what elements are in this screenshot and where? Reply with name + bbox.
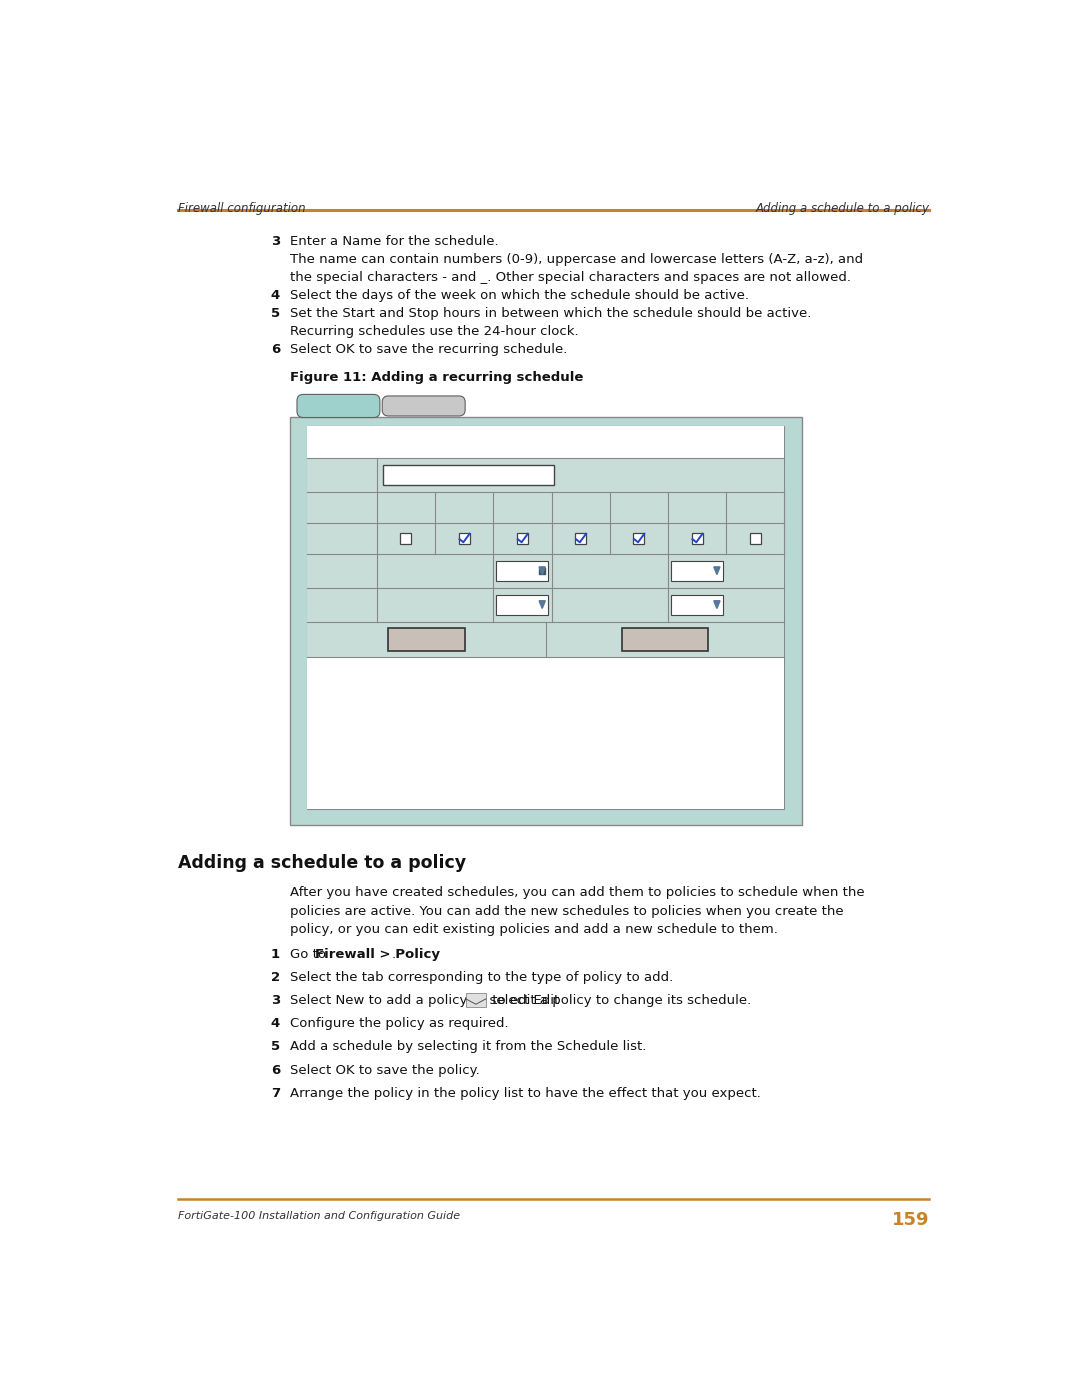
Text: Sat: Sat	[745, 502, 766, 514]
Bar	[622, 627, 707, 651]
Bar	[383, 465, 554, 485]
Text: Mon: Mon	[451, 502, 477, 514]
Text: policies are active. You can add the new schedules to policies when you create t: policies are active. You can add the new…	[291, 904, 843, 918]
Text: 3: 3	[271, 235, 280, 247]
Text: 6: 6	[271, 1063, 280, 1077]
Text: Firewall > Policy: Firewall > Policy	[315, 949, 441, 961]
Text: Figure 11: Adding a recurring schedule: Figure 11: Adding a recurring schedule	[291, 370, 583, 384]
Bar	[388, 627, 465, 651]
Text: 5: 5	[271, 307, 280, 320]
Bar	[401, 534, 411, 543]
Polygon shape	[714, 601, 720, 609]
Text: Select OK to save the recurring schedule.: Select OK to save the recurring schedule…	[291, 344, 567, 356]
Text: 6: 6	[271, 344, 280, 356]
Text: Arrange the policy in the policy list to have the effect that you expect.: Arrange the policy in the policy list to…	[291, 1087, 761, 1099]
Text: Working_Week: Working_Week	[389, 469, 480, 482]
Bar	[291, 416, 801, 824]
FancyBboxPatch shape	[297, 394, 380, 418]
Text: 08: 08	[501, 564, 517, 577]
Text: Select: Select	[319, 532, 365, 545]
Text: Enter a Name for the schedule.: Enter a Name for the schedule.	[291, 235, 499, 247]
Text: Go to: Go to	[291, 949, 330, 961]
Text: 1: 1	[271, 949, 280, 961]
Bar	[634, 534, 645, 543]
Bar	[307, 588, 784, 622]
Bar	[517, 534, 528, 543]
Bar	[465, 993, 486, 1007]
Text: Start: Start	[323, 564, 361, 577]
Text: 17: 17	[501, 598, 517, 610]
Text: 5: 5	[271, 1041, 280, 1053]
Text: Hour: Hour	[449, 564, 480, 577]
Bar	[307, 426, 784, 458]
Text: 4: 4	[271, 289, 280, 302]
Bar	[307, 622, 784, 657]
Text: FortiGate-100 Installation and Configuration Guide: FortiGate-100 Installation and Configura…	[177, 1211, 460, 1221]
Text: Name: Name	[321, 469, 363, 482]
Text: Set the Start and Stop hours in between which the schedule should be active.: Set the Start and Stop hours in between …	[291, 307, 811, 320]
Bar	[459, 534, 470, 543]
Text: Wed: Wed	[567, 502, 594, 514]
Text: Thu: Thu	[627, 502, 650, 514]
Text: The name can contain numbers (0-9), uppercase and lowercase letters (A-Z, a-z), : The name can contain numbers (0-9), uppe…	[291, 253, 863, 265]
Text: Select OK to save the policy.: Select OK to save the policy.	[291, 1063, 480, 1077]
Text: the special characters - and _. Other special characters and spaces are not allo: the special characters - and _. Other sp…	[291, 271, 851, 284]
Bar	[497, 595, 549, 615]
Text: OK: OK	[416, 633, 437, 645]
Text: 2: 2	[271, 971, 280, 983]
Text: Select the days of the week on which the schedule should be active.: Select the days of the week on which the…	[291, 289, 750, 302]
Text: .: .	[392, 949, 395, 961]
Bar	[307, 553, 784, 588]
Bar	[307, 492, 784, 522]
Text: Recurring: Recurring	[390, 398, 458, 411]
Text: Configure the policy as required.: Configure the policy as required.	[291, 1017, 509, 1031]
Text: Minute: Minute	[589, 564, 631, 577]
Text: Notes: If the stop time is set earlier than the start time, the stop time: Notes: If the stop time is set earlier t…	[316, 665, 708, 675]
Bar	[497, 560, 549, 581]
Text: Day: Day	[327, 502, 356, 514]
Text: One-time: One-time	[306, 400, 370, 412]
Text: policy, or you can edit existing policies and add a new schedule to them.: policy, or you can edit existing policie…	[291, 922, 778, 936]
Text: New Recurring Schedule: New Recurring Schedule	[450, 434, 642, 450]
Text: After you have created schedules, you can add them to policies to schedule when : After you have created schedules, you ca…	[291, 887, 865, 900]
Bar	[691, 534, 702, 543]
Bar	[671, 595, 724, 615]
Text: Adding a schedule to a policy: Adding a schedule to a policy	[177, 854, 465, 872]
Text: Recurring schedules use the 24-hour clock.: Recurring schedules use the 24-hour cloc…	[291, 326, 579, 338]
Text: Select New to add a policy or select Edit: Select New to add a policy or select Edi…	[291, 995, 564, 1007]
Bar	[671, 560, 724, 581]
Text: 4: 4	[271, 1017, 280, 1031]
Text: schedule will run for 24 hours.: schedule will run for 24 hours.	[316, 698, 490, 708]
Text: Add a schedule by selecting it from the Schedule list.: Add a schedule by selecting it from the …	[291, 1041, 646, 1053]
Bar	[576, 534, 586, 543]
Text: 159: 159	[892, 1211, 930, 1229]
Text: to edit a policy to change its schedule.: to edit a policy to change its schedule.	[488, 995, 752, 1007]
Polygon shape	[714, 567, 720, 574]
Text: Adding a schedule to a policy: Adding a schedule to a policy	[755, 203, 930, 215]
Text: Cancel: Cancel	[640, 633, 690, 645]
Bar	[307, 522, 784, 553]
Bar	[307, 426, 784, 809]
Text: 3: 3	[271, 995, 280, 1007]
Text: Stop: Stop	[325, 598, 360, 610]
Text: will be during next day. If the start time is equal to the stop time, the: will be during next day. If the start ti…	[316, 682, 706, 692]
Text: Sun: Sun	[394, 502, 418, 514]
Polygon shape	[539, 567, 545, 574]
Bar	[307, 458, 784, 492]
Text: 00: 00	[676, 598, 691, 610]
Text: 00: 00	[676, 564, 691, 577]
Text: Fri: Fri	[690, 502, 704, 514]
Text: Tue: Tue	[512, 502, 534, 514]
Text: Hour: Hour	[449, 598, 480, 610]
Text: Minute: Minute	[589, 598, 631, 610]
FancyBboxPatch shape	[382, 395, 465, 416]
Polygon shape	[539, 601, 545, 609]
Bar	[307, 657, 784, 809]
Text: 7: 7	[271, 1087, 280, 1099]
Text: Select the tab corresponding to the type of policy to add.: Select the tab corresponding to the type…	[291, 971, 673, 983]
Bar	[750, 534, 760, 543]
Text: Firewall configuration: Firewall configuration	[177, 203, 306, 215]
